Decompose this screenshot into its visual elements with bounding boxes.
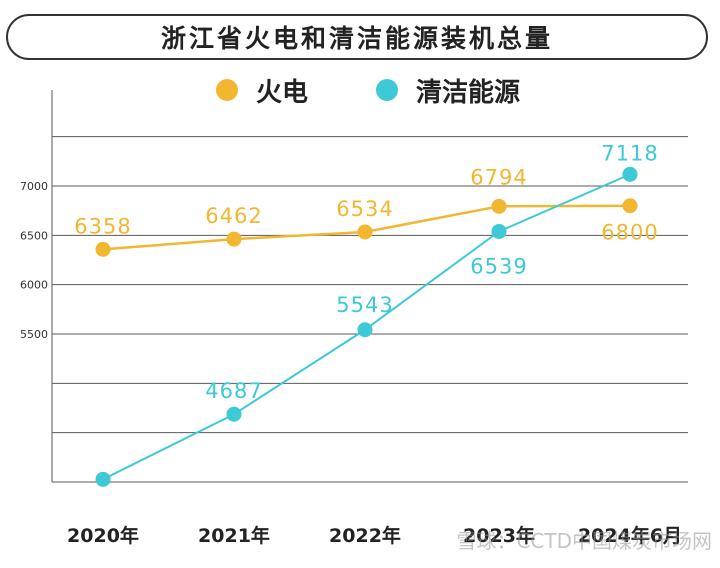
thermal-data-point	[357, 224, 373, 240]
y-tick-label: 6000	[20, 279, 48, 292]
clean-data-point	[95, 471, 111, 487]
legend: 火电 清洁能源	[0, 72, 720, 108]
x-tick-label: 2020年	[67, 524, 139, 547]
clean-data-point	[622, 166, 638, 182]
thermal-data-label: 6794	[470, 165, 527, 189]
clean-data-label: 7118	[601, 141, 658, 165]
x-tick-label: 2021年	[198, 524, 270, 547]
x-tick-label: 2023年	[463, 524, 535, 547]
chart-title: 浙江省火电和清洁能源装机总量	[160, 24, 553, 53]
thermal-data-label: 6800	[601, 221, 658, 245]
x-tick-label: 2024年6月	[578, 524, 682, 547]
thermal-data-label: 6534	[336, 197, 393, 221]
watermark: 雪球：CCTD中国煤炭市场网	[456, 529, 712, 553]
thermal-data-point	[622, 198, 638, 214]
chart-title-box: 浙江省火电和清洁能源装机总量	[6, 14, 708, 60]
thermal-data-label: 6462	[205, 204, 262, 228]
clean-data-point	[491, 223, 507, 239]
legend-label-clean: 清洁能源	[416, 77, 521, 108]
y-tick-label: 5500	[20, 328, 48, 341]
clean-data-point	[357, 322, 373, 338]
x-tick-label: 2022年	[329, 524, 401, 547]
y-tick-label: 6500	[20, 229, 48, 242]
clean-data-label: 4687	[205, 379, 262, 403]
legend-swatch-clean	[376, 79, 398, 101]
clean-data-point	[226, 406, 242, 422]
thermal-data-point	[226, 231, 242, 247]
y-tick-label: 7000	[20, 180, 48, 193]
legend-item-thermal: 火电	[216, 72, 308, 108]
clean-data-label: 5543	[336, 293, 393, 317]
thermal-data-point	[491, 198, 507, 214]
legend-item-clean: 清洁能源	[376, 72, 520, 108]
legend-swatch-thermal	[216, 79, 238, 101]
thermal-data-point	[95, 241, 111, 257]
clean-data-label: 6539	[470, 254, 527, 278]
thermal-data-label: 6358	[74, 214, 131, 238]
legend-label-thermal: 火电	[256, 77, 309, 108]
